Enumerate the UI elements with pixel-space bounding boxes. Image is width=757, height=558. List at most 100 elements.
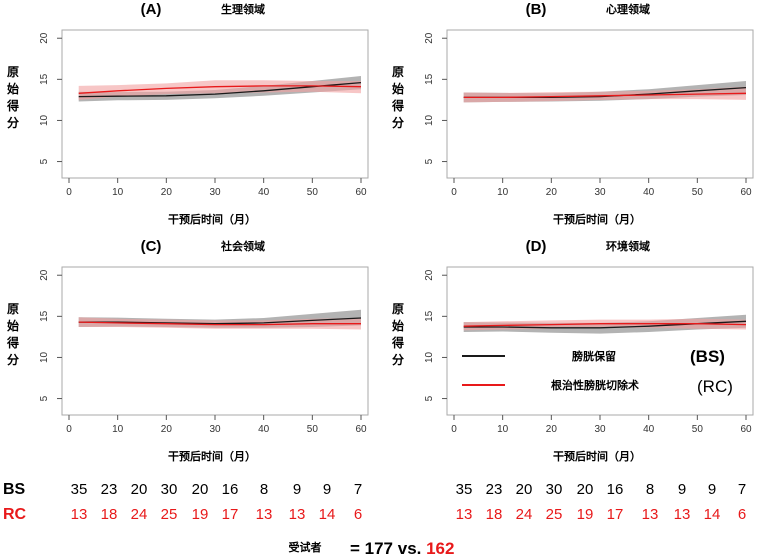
x-tick-label: 60 xyxy=(355,187,367,198)
at-risk-bs-value: 8 xyxy=(646,481,654,498)
x-tick-label: 10 xyxy=(497,424,509,435)
y-tick-label: 20 xyxy=(424,269,435,281)
y-tick-label: 5 xyxy=(39,158,50,164)
at-risk-bs-value: 23 xyxy=(486,481,503,498)
legend-label-rc: 根治性膀胱切除术 xyxy=(551,378,639,392)
y-tick-label: 20 xyxy=(39,32,50,44)
y-axis-label: 原始得分 xyxy=(6,65,19,130)
x-axis-label: 干预后时间（月） xyxy=(553,212,641,226)
at-risk-bs-value: 20 xyxy=(516,481,533,498)
panel-letter: (B) xyxy=(526,1,547,18)
at-risk-rc-value: 6 xyxy=(354,506,362,523)
panel-letter: (A) xyxy=(141,1,162,18)
at-risk-rc-value: 13 xyxy=(289,506,306,523)
at-risk-rc-value: 6 xyxy=(738,506,746,523)
ci-band-bs xyxy=(78,76,361,102)
subjects-label: 受试者 xyxy=(289,540,322,554)
x-tick-label: 30 xyxy=(209,187,221,198)
subjects-totals-bs: = 177 vs. xyxy=(350,539,426,558)
y-tick-label: 20 xyxy=(39,269,50,281)
x-tick-label: 10 xyxy=(112,424,124,435)
panel-title: 心理领域 xyxy=(606,2,650,16)
y-tick-label: 10 xyxy=(39,351,50,363)
at-risk-rc-value: 14 xyxy=(319,506,336,523)
at-risk-bs-value: 35 xyxy=(456,481,473,498)
y-axis-label-char: 得 xyxy=(391,98,404,113)
at-risk-rc-value: 18 xyxy=(101,506,118,523)
x-tick-label: 50 xyxy=(307,187,319,198)
x-tick-label: 60 xyxy=(740,424,752,435)
y-axis-label-char: 原 xyxy=(7,65,19,79)
y-tick-label: 5 xyxy=(424,158,435,164)
y-axis-label-char: 始 xyxy=(392,318,404,333)
at-risk-bs-value: 16 xyxy=(222,481,239,498)
x-tick-label: 0 xyxy=(66,424,72,435)
x-tick-label: 60 xyxy=(355,424,367,435)
x-axis-label: 干预后时间（月） xyxy=(168,449,256,463)
y-tick-label: 5 xyxy=(39,395,50,401)
panel-title: 社会领域 xyxy=(220,239,265,253)
at-risk-bs-value: 30 xyxy=(546,481,563,498)
y-tick-label: 15 xyxy=(39,73,50,85)
x-tick-label: 30 xyxy=(209,424,221,435)
at-risk-bs-value: 20 xyxy=(192,481,209,498)
panel-a: (A) 生理领域 5 10 15 20 0 10 20 30 40 50 60 干预后时间（月） 原始得分 xyxy=(6,1,369,226)
x-tick-label: 40 xyxy=(258,187,270,198)
y-tick-label: 10 xyxy=(424,351,435,363)
x-tick-label: 20 xyxy=(161,187,173,198)
subjects-total-rc: 162 xyxy=(426,539,454,558)
x-tick-label: 0 xyxy=(66,187,72,198)
plot-frame xyxy=(61,29,369,179)
x-tick-label: 50 xyxy=(307,424,319,435)
x-axis-label: 干预后时间（月） xyxy=(168,212,256,226)
at-risk-bs-value: 35 xyxy=(71,481,88,498)
x-tick-label: 10 xyxy=(112,187,124,198)
x-tick-label: 0 xyxy=(451,424,457,435)
series-line-rc xyxy=(463,92,747,99)
x-tick-label: 20 xyxy=(161,424,173,435)
at-risk-bs-value: 20 xyxy=(577,481,594,498)
at-risk-table: BS RC 35 13 23 18 20 24 30 25 20 19 16 17 8 13 9 13 9 14 7 6 3… xyxy=(3,481,746,523)
series-line-rc xyxy=(78,85,362,94)
y-axis-label-char: 分 xyxy=(392,352,404,367)
at-risk-bs-value: 16 xyxy=(607,481,624,498)
at-risk-rc-value: 13 xyxy=(674,506,691,523)
x-tick-label: 0 xyxy=(451,187,457,198)
at-risk-bs-value: 20 xyxy=(131,481,148,498)
x-tick-label: 40 xyxy=(643,424,655,435)
y-axis-label-char: 始 xyxy=(7,81,19,96)
subjects-totals: = 177 vs. 162 xyxy=(350,539,454,558)
y-tick-label: 10 xyxy=(39,114,50,126)
y-axis-label-char: 始 xyxy=(7,318,19,333)
y-axis-label-char: 分 xyxy=(7,115,19,130)
y-tick-label: 20 xyxy=(424,32,435,44)
plot-frame xyxy=(61,266,369,416)
at-risk-rc-value: 13 xyxy=(456,506,473,523)
y-tick-label: 15 xyxy=(424,73,435,85)
legend: 膀胱保留 (BS) 根治性膀胱切除术 (RC) xyxy=(462,347,733,396)
x-tick-label: 50 xyxy=(692,187,704,198)
at-risk-bs-value: 9 xyxy=(708,481,716,498)
y-tick-label: 5 xyxy=(424,395,435,401)
y-tick-label: 15 xyxy=(424,310,435,322)
at-risk-rc-value: 14 xyxy=(704,506,721,523)
legend-label-bs: 膀胱保留 xyxy=(571,349,616,363)
ci-band-rc xyxy=(463,86,746,103)
y-tick-label: 10 xyxy=(424,114,435,126)
panel-title: 环境领域 xyxy=(606,239,650,253)
at-risk-rc-value: 19 xyxy=(577,506,594,523)
at-risk-bs-value: 9 xyxy=(678,481,686,498)
at-risk-bs-value: 8 xyxy=(260,481,268,498)
at-risk-rc-value: 24 xyxy=(131,506,148,523)
y-axis-label-char: 始 xyxy=(392,81,404,96)
at-risk-rc-value: 17 xyxy=(222,506,239,523)
at-risk-rc-value: 17 xyxy=(607,506,624,523)
at-risk-bs-value: 7 xyxy=(738,481,746,498)
y-axis-label-char: 原 xyxy=(392,302,404,316)
y-axis-label-char: 得 xyxy=(6,335,19,350)
y-axis-label-char: 分 xyxy=(7,352,19,367)
at-risk-rc-value: 13 xyxy=(71,506,88,523)
at-risk-label-rc: RC xyxy=(3,506,27,523)
y-axis-label-char: 原 xyxy=(7,302,19,316)
